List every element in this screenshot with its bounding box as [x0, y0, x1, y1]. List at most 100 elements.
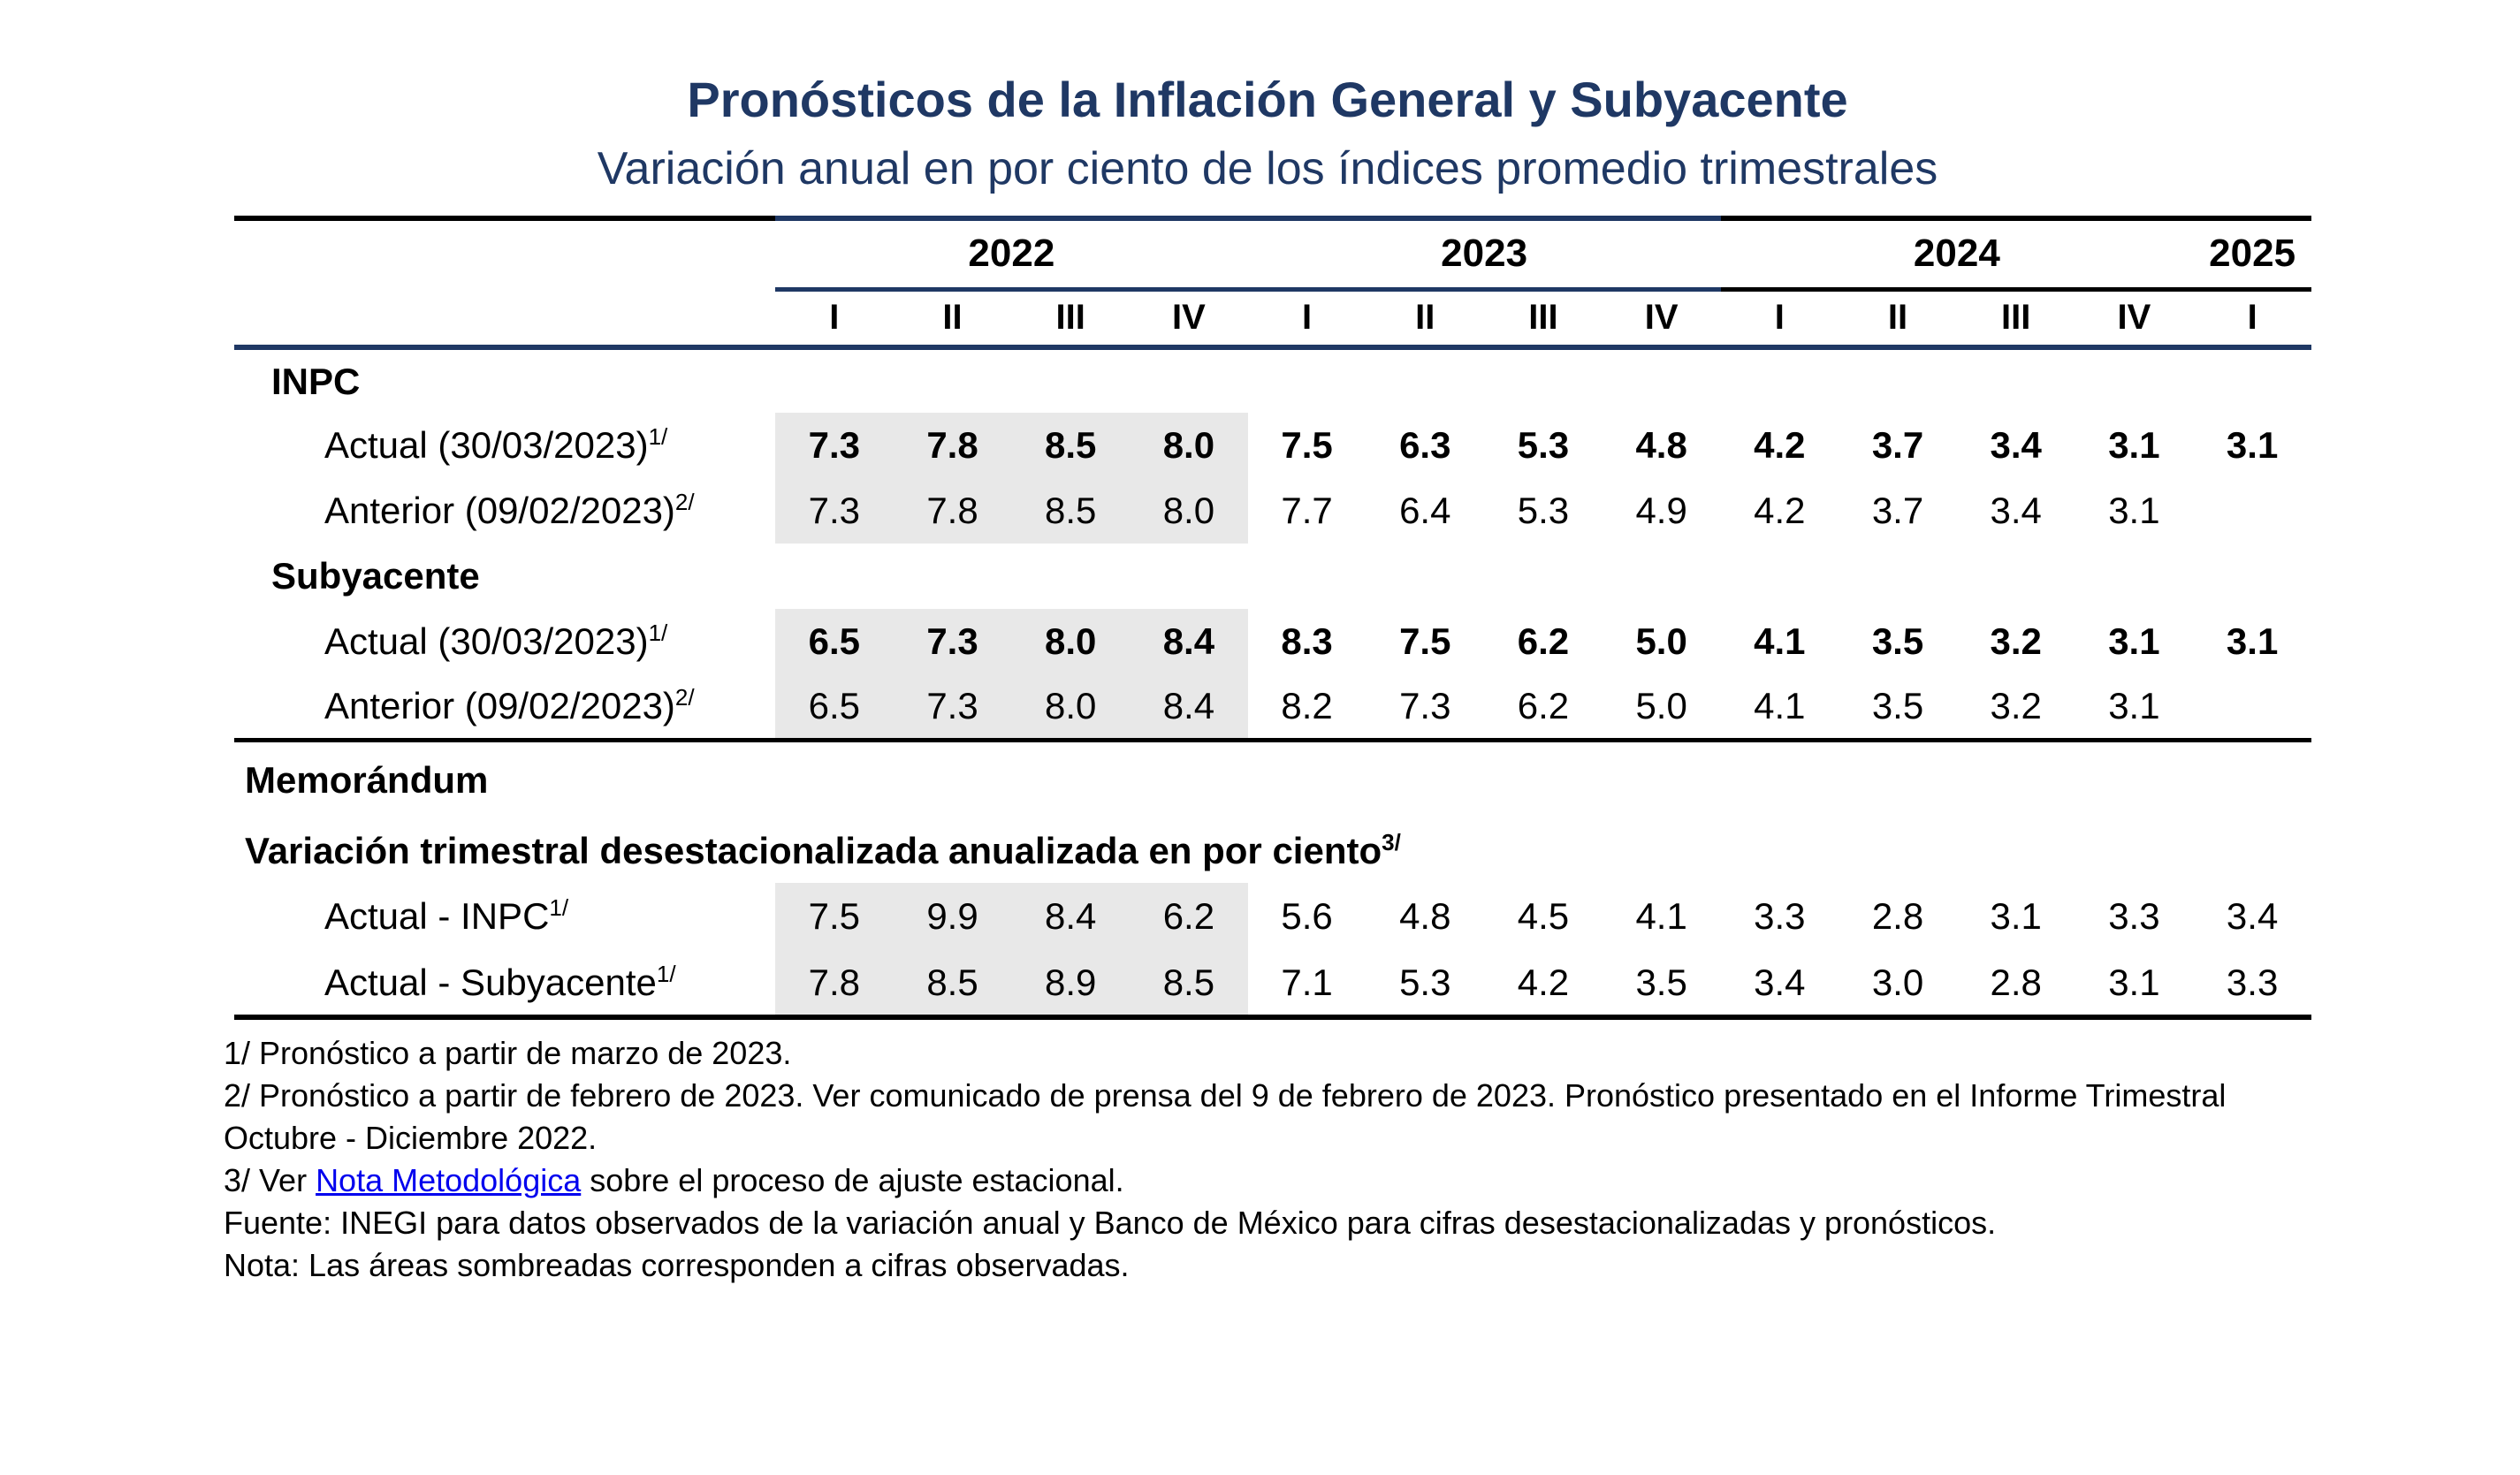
table-cell: 3.2 [1990, 684, 2042, 726]
table-cell: 6.5 [775, 609, 894, 674]
table-cell: 3.1 [1990, 895, 2042, 937]
table-cell: 3.1 [2226, 424, 2279, 466]
table-cell: 5.3 [1366, 950, 1485, 1020]
memo-title-row: Variación trimestral desestacionalizada … [234, 819, 2311, 883]
footnote-marker: 2/ [674, 683, 695, 711]
quarter-header: IV [1602, 289, 1721, 350]
footnote-marker: 3/ [1382, 829, 1401, 855]
quarter-header: IV [1130, 289, 1248, 350]
table-cell: 4.9 [1635, 490, 1687, 531]
table-cell: 3.4 [1720, 950, 1839, 1020]
table-cell: 7.5 [775, 883, 894, 950]
table-row: Actual (30/03/2023)1/6.5 7.3 8.0 8.4 8.3 7.5 6… [234, 609, 2311, 674]
quarter-header: I [1720, 289, 1839, 350]
memo-header: Variación trimestral desestacionalizada … [234, 819, 2311, 883]
section-label: Memorándum [245, 759, 489, 802]
footnotes: 1/ Pronóstico a partir de marzo de 2023.… [224, 1032, 2345, 1287]
quarter-header-row: I II III IV I II III IV I II III IV I [234, 289, 2311, 350]
table-cell: 4.2 [1754, 490, 1806, 531]
table-cell: 3.7 [1871, 490, 1924, 531]
table-cell: 8.5 [893, 950, 1012, 1020]
table-cell: 3.1 [2108, 620, 2160, 662]
memo-header: Memorándum [234, 737, 2311, 819]
year-header-2023: 2023 [1247, 216, 1721, 292]
table-cell: 8.0 [1130, 478, 1248, 544]
table-cell: 7.3 [893, 609, 1012, 674]
table-cell: 5.6 [1281, 895, 1333, 937]
table-cell: 6.5 [775, 674, 894, 740]
year-header-row: 2022 2023 2024 2025 [234, 216, 2311, 292]
table-cell: 3.3 [2193, 950, 2311, 1020]
row-label: Actual (30/03/2023)1/ [234, 609, 775, 674]
table-cell: 7.8 [775, 950, 894, 1020]
table-cell: 3.4 [1990, 490, 2042, 531]
footnote-marker: 1/ [656, 960, 676, 987]
table-cell: 3.7 [1871, 424, 1924, 466]
table-cell: 4.1 [1754, 684, 1806, 726]
table-cell: 7.8 [893, 413, 1012, 478]
table-cell: 4.2 [1754, 424, 1806, 466]
table-cell: 8.5 [1011, 413, 1131, 478]
quarter-header-spacer [234, 289, 775, 350]
footnote-2: 2/ Pronóstico a partir de febrero de 202… [224, 1077, 2227, 1156]
quarter-header: II [1839, 289, 1957, 350]
table-cell: 6.4 [1399, 490, 1451, 531]
section-label: Variación trimestral desestacionalizada … [245, 830, 1382, 871]
table-cell: 6.2 [1130, 883, 1248, 950]
table-cell: 3.4 [2226, 895, 2279, 937]
quarter-header: I [775, 289, 894, 350]
table-cell: 7.3 [775, 478, 894, 544]
table-cell: 3.3 [1754, 895, 1806, 937]
table-cell: 2.8 [1956, 950, 2075, 1020]
table-cell: 7.3 [775, 413, 894, 478]
table-cell: 3.0 [1839, 950, 1957, 1020]
table-cell: 3.1 [2108, 684, 2160, 726]
quarter-header: III [1484, 289, 1603, 350]
table-cell: 7.3 [1399, 684, 1451, 726]
table-cell: 3.2 [1990, 620, 2042, 662]
section-header: Subyacente [234, 544, 2311, 609]
table-cell: 6.3 [1399, 424, 1451, 466]
quarter-header: III [1956, 289, 2075, 350]
table-cell: 5.3 [1517, 490, 1570, 531]
table-cell [2193, 674, 2311, 740]
memo-data-row: Actual - Subyacente1/7.8 8.5 8.9 8.5 7.1 5.3 4… [234, 950, 2311, 1020]
table-cell: 8.4 [1130, 609, 1248, 674]
table-cell: 5.0 [1635, 620, 1687, 662]
footnote-marker: 1/ [648, 620, 668, 646]
row-label-text: Actual - INPC [324, 895, 550, 937]
memo-title-row: Memorándum [234, 737, 2311, 819]
footnote-marker: 1/ [648, 423, 668, 450]
table-cell: 7.1 [1247, 950, 1367, 1020]
table-cell: 3.1 [2108, 424, 2160, 466]
table-cell [2193, 478, 2311, 544]
footnote-3-prefix: 3/ Ver [224, 1162, 316, 1198]
table-cell: 7.3 [893, 674, 1012, 740]
table-cell: 2.8 [1871, 895, 1924, 937]
table-row: Anterior (09/02/2023)2/7.3 7.8 8.5 8.0 7.7 6.… [234, 478, 2311, 544]
table-cell: 3.1 [2226, 620, 2279, 662]
table-cell: 3.5 [1871, 684, 1924, 726]
row-label: Anterior (09/02/2023)2/ [234, 478, 775, 544]
table-cell: 8.3 [1281, 620, 1333, 662]
table-cell: 4.8 [1635, 424, 1687, 466]
quarter-header: II [1366, 289, 1485, 350]
table-row: Anterior (09/02/2023)2/6.5 7.3 8.0 8.4 8.2 7.… [234, 674, 2311, 740]
row-label-text: Anterior (09/02/2023) [324, 684, 675, 726]
nota-metodologica-link[interactable]: Nota Metodológica [316, 1162, 582, 1198]
year-header-2022: 2022 [775, 216, 1248, 292]
section-label: Subyacente [271, 555, 480, 597]
shading-note: Nota: Las áreas sombreadas corresponden … [224, 1247, 1130, 1283]
table-cell: 8.9 [1011, 950, 1131, 1020]
forecast-table: 2022 2023 2024 2025 I II III IV I II III… [234, 216, 2311, 1020]
table-cell: 4.8 [1399, 895, 1451, 937]
table-row: Actual (30/03/2023)1/7.3 7.8 8.5 8.0 7.5 6.3 5… [234, 413, 2311, 478]
year-header-2024: 2024 [1720, 216, 2194, 292]
table-cell: 4.5 [1517, 895, 1570, 937]
table-cell: 8.0 [1011, 609, 1131, 674]
memo-data-row: Actual - INPC1/7.5 9.9 8.4 6.2 5.6 4.8 4.5 4.1 3… [234, 883, 2311, 950]
report-content: Pronósticos de la Inflación General y Su… [224, 0, 2345, 1287]
footnote-1: 1/ Pronóstico a partir de marzo de 2023. [224, 1035, 792, 1071]
table-cell: 3.3 [2108, 895, 2160, 937]
quarter-header: IV [2075, 289, 2194, 350]
